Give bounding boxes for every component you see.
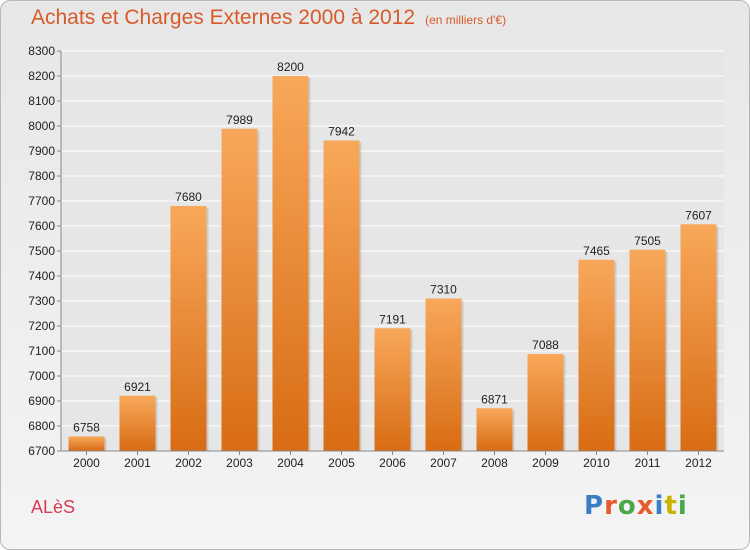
y-tick-label: 6800: [28, 419, 55, 433]
logo-letter: i: [677, 491, 688, 521]
x-axis: 2000 2001 2002 2003 2004 2005 2006 2007 2008 2009…: [61, 450, 724, 470]
y-axis: 6700 6800 6900 7000 7100 7200 7300 7400 7500 7600…: [28, 44, 62, 458]
y-tick-label: 7200: [28, 319, 55, 333]
x-tick-label: 2003: [226, 456, 253, 470]
x-tick-label: 2004: [277, 456, 304, 470]
x-tick-label: 2008: [481, 456, 508, 470]
title-block: Achats et Charges Externes 2000 à 2012 (e…: [31, 6, 506, 30]
chart-title: Achats et Charges Externes 2000 à 2012: [31, 6, 416, 29]
x-tick-label: 2001: [124, 456, 151, 470]
data-label: 7989: [226, 113, 253, 127]
y-tick-label: 7300: [28, 294, 55, 308]
bar-2001: [119, 395, 156, 451]
bar-2009: [527, 354, 564, 451]
bar-2005: [323, 140, 360, 451]
x-tick-label: 2002: [175, 456, 202, 470]
x-tick-label: 2012: [685, 456, 712, 470]
x-tick-label: 2005: [328, 456, 355, 470]
y-tick-label: 7700: [28, 194, 55, 208]
y-tick-label: 8300: [28, 44, 55, 58]
x-tick-label: 2010: [583, 456, 610, 470]
data-label: 6758: [73, 421, 100, 435]
bar-2006: [374, 328, 411, 451]
data-labels: 6758 6921 7680 7989 8200 7942 7191 7310 6871 7088…: [73, 60, 712, 435]
logo-letter: i: [654, 491, 665, 521]
data-label: 8200: [277, 60, 304, 74]
logo-letter: o: [617, 491, 637, 521]
bar-2002: [170, 206, 207, 451]
y-tick-label: 7500: [28, 244, 55, 258]
logo-letter: t: [664, 491, 678, 521]
data-label: 7942: [328, 125, 355, 139]
bar-2007: [425, 298, 462, 451]
y-tick-label: 8200: [28, 69, 55, 83]
bar-2004: [272, 76, 309, 451]
bar-2003: [221, 128, 258, 451]
y-tick-label: 7400: [28, 269, 55, 283]
bar-2010: [578, 259, 615, 451]
data-label: 7607: [685, 208, 712, 222]
y-tick-label: 6700: [28, 444, 55, 458]
y-tick-label: 7100: [28, 344, 55, 358]
y-tick-label: 7600: [28, 219, 55, 233]
logo-letter: r: [604, 491, 618, 521]
y-tick-label: 7000: [28, 369, 55, 383]
data-label: 6871: [481, 392, 508, 406]
y-tick-label: 7800: [28, 169, 55, 183]
bar-2000: [68, 436, 105, 451]
data-label: 7505: [634, 234, 661, 248]
y-tick-label: 6900: [28, 394, 55, 408]
y-tick-label: 8100: [28, 94, 55, 108]
data-label: 7191: [379, 312, 406, 326]
data-label: 7680: [175, 190, 202, 204]
place-name: ALèS: [31, 497, 76, 517]
chart-subtitle: (en milliers d'€): [425, 13, 507, 27]
bar-2008: [476, 408, 513, 451]
data-label: 6921: [124, 380, 151, 394]
proxiti-logo[interactable]: Proxiti: [584, 491, 688, 521]
y-tick-label: 7900: [28, 144, 55, 158]
bars: [68, 76, 719, 451]
logo-letter: x: [636, 491, 655, 521]
x-tick-label: 2009: [532, 456, 559, 470]
x-tick-label: 2006: [379, 456, 406, 470]
x-tick-label: 2000: [73, 456, 100, 470]
bar-2012: [680, 224, 717, 451]
bar-2011: [629, 249, 666, 451]
y-tick-label: 8000: [28, 119, 55, 133]
logo-letter: P: [584, 491, 605, 521]
x-tick-label: 2007: [430, 456, 457, 470]
data-label: 7088: [532, 338, 559, 352]
data-label: 7310: [430, 283, 457, 297]
data-label: 7465: [583, 244, 610, 258]
x-tick-label: 2011: [635, 456, 661, 470]
